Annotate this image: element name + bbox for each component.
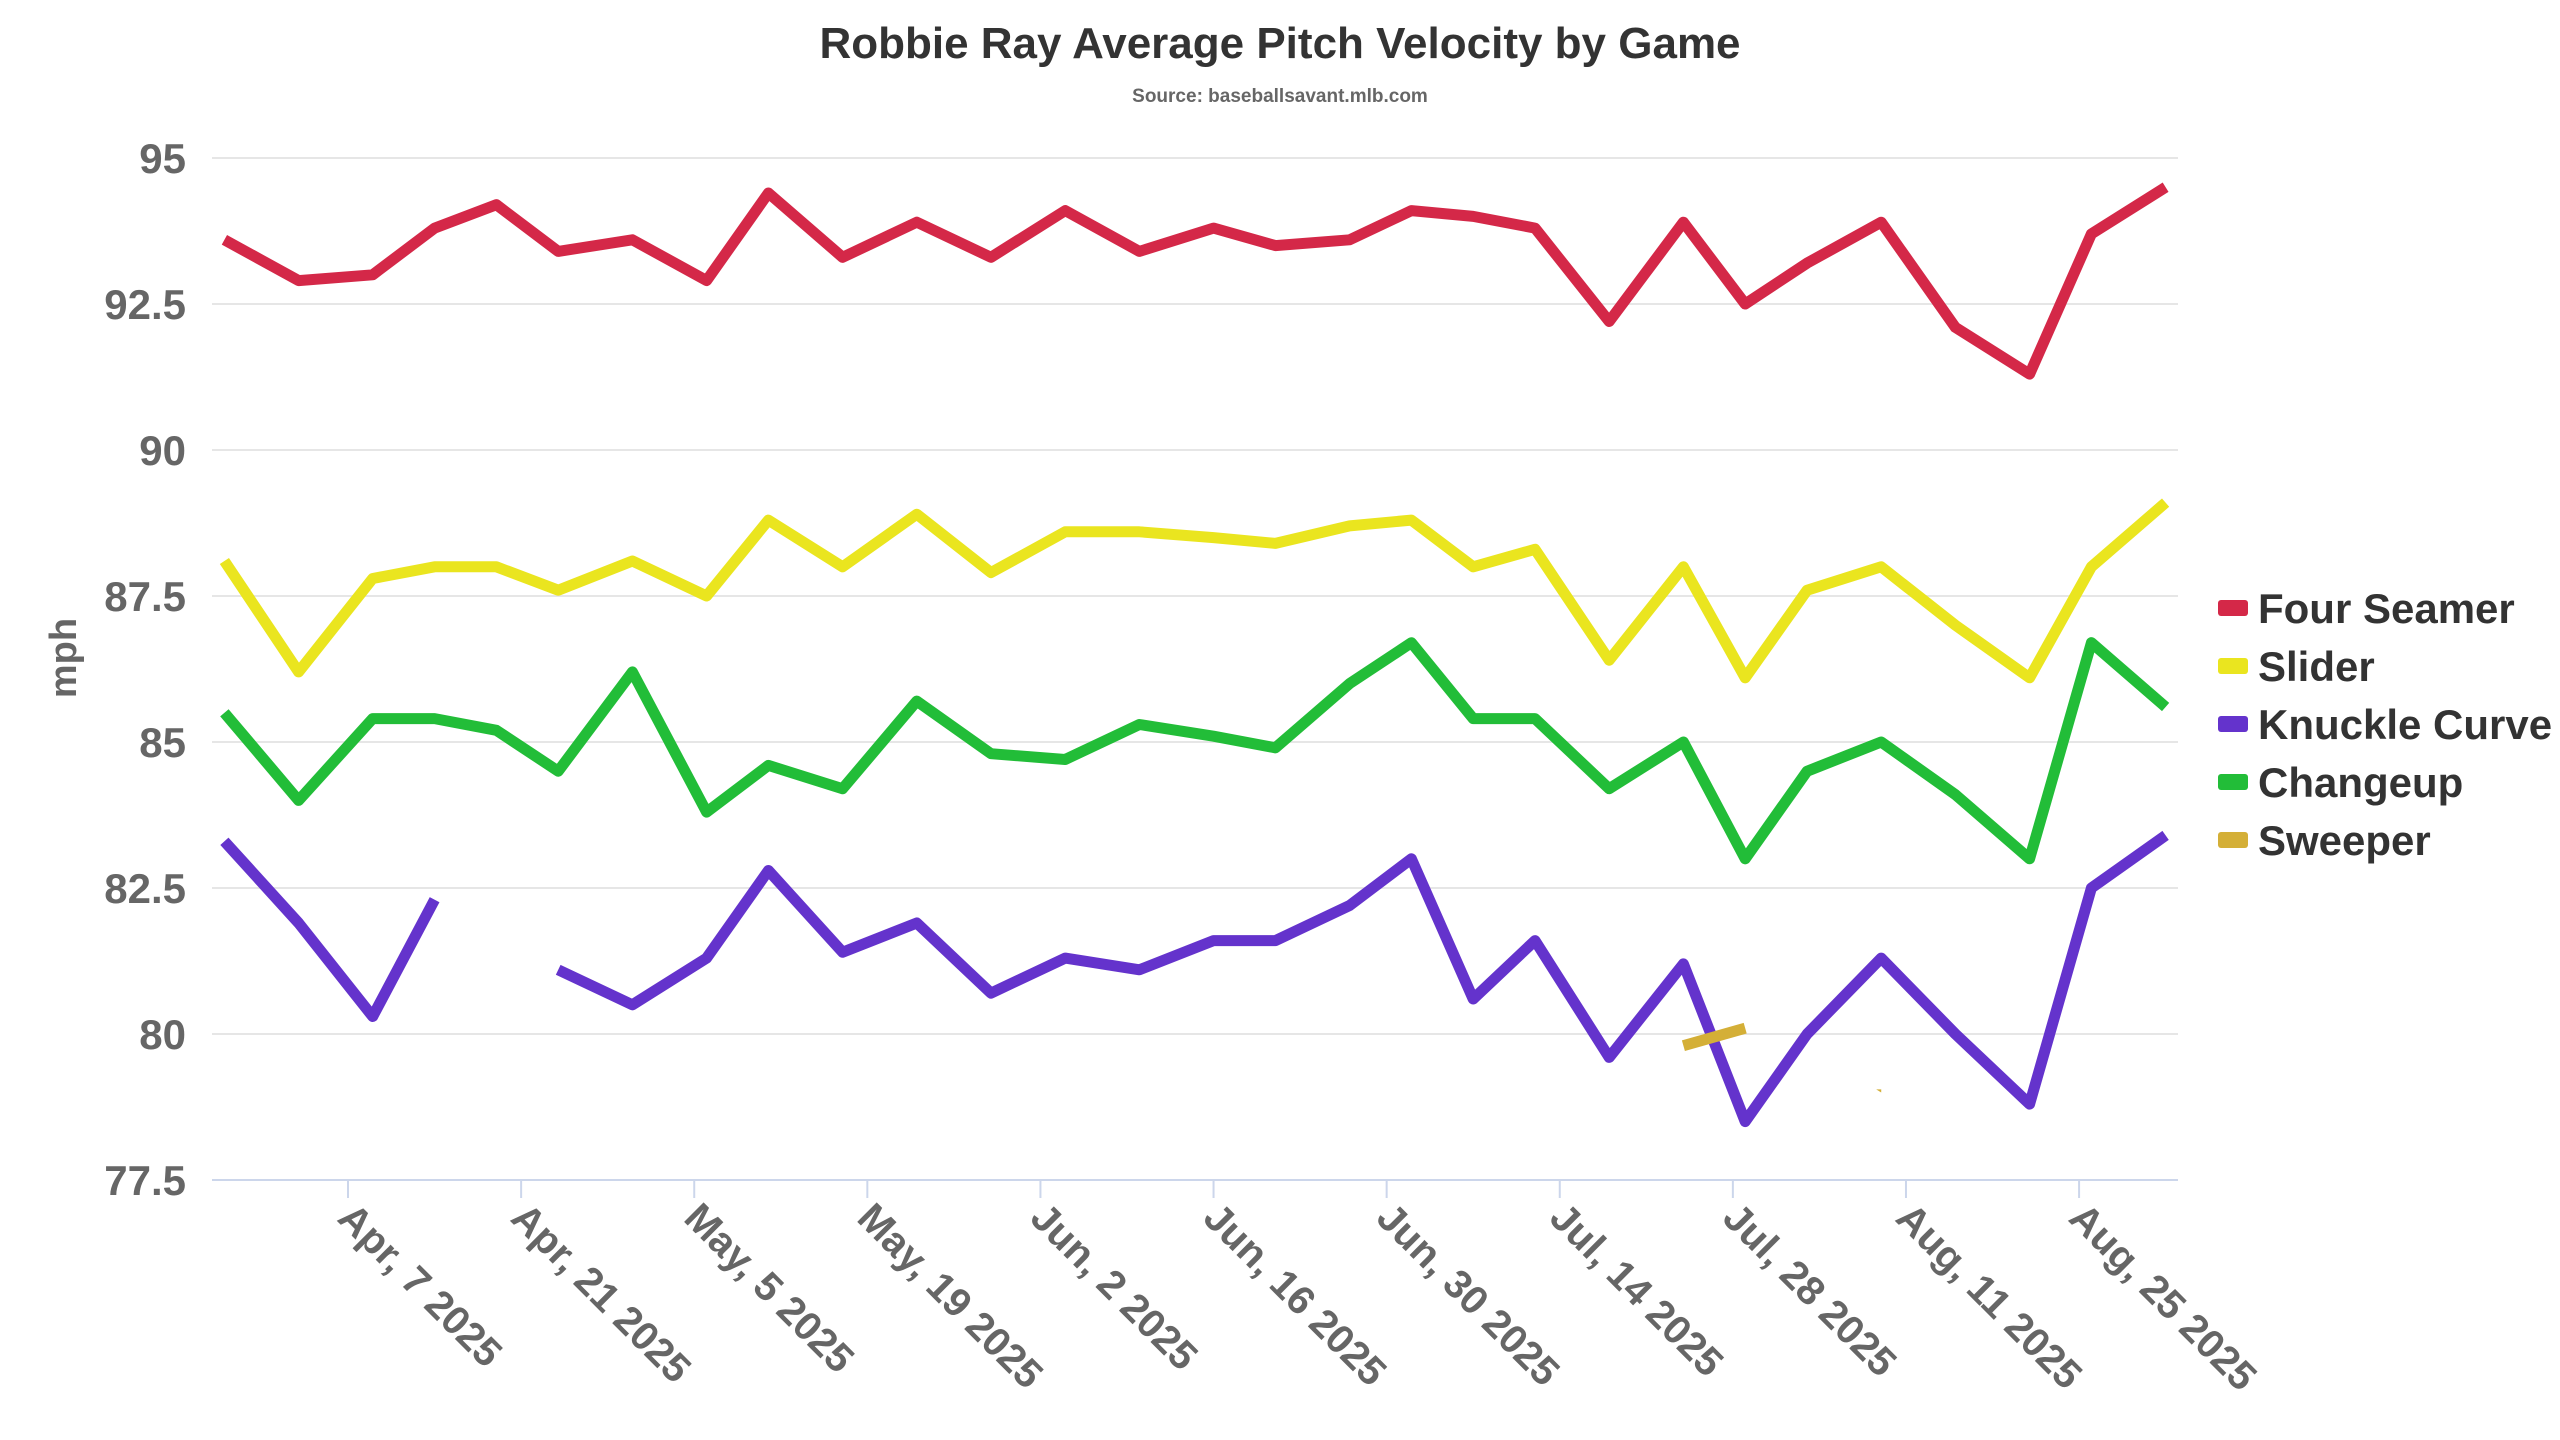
y-axis-ticks: 77.5 80 82.5 85 87.5 90 92.5 95 — [104, 135, 186, 1204]
y-tick-label: 77.5 — [104, 1157, 186, 1204]
x-tick-label: Jun, 2 2025 — [1022, 1195, 1206, 1379]
x-tick-label: May, 5 2025 — [676, 1195, 862, 1381]
y-axis-label: mph — [43, 618, 85, 698]
x-tick-label: Apr, 7 2025 — [330, 1195, 510, 1375]
legend[interactable]: Four Seamer Slider Knuckle Curve Changeup Sw… — [2218, 585, 2552, 864]
series-line-segment — [219, 498, 2170, 684]
legend-label: Four Seamer — [2258, 585, 2515, 632]
series-line-segment — [1681, 1022, 1747, 1051]
legend-swatch — [2218, 658, 2248, 674]
legend-label: Changeup — [2258, 759, 2463, 806]
series-lines — [219, 182, 2170, 1128]
series-point-marker — [1876, 1089, 1882, 1093]
gridlines — [212, 157, 2178, 1035]
y-tick-label: 82.5 — [104, 865, 186, 912]
x-tick-label: Aug, 11 2025 — [1888, 1195, 2090, 1397]
y-tick-label: 87.5 — [104, 573, 186, 620]
legend-label: Sweeper — [2258, 817, 2431, 864]
series-four-seamer — [221, 182, 2169, 380]
legend-item[interactable]: Sweeper — [2218, 817, 2431, 864]
chart-subtitle: Source: baseballsavant.mlb.com — [1132, 86, 1428, 107]
y-tick-label: 90 — [139, 427, 186, 474]
x-tick-label: May, 19 2025 — [849, 1195, 1051, 1397]
series-line-segment — [555, 830, 2169, 1128]
legend-item[interactable]: Four Seamer — [2218, 585, 2515, 632]
series-line-segment — [220, 837, 440, 1022]
x-tick-label: Jul, 14 2025 — [1541, 1195, 1731, 1385]
series-line-segment — [221, 182, 2169, 380]
x-tick-label: Jun, 16 2025 — [1195, 1195, 1394, 1394]
chart-title: Robbie Ray Average Pitch Velocity by Gam… — [819, 19, 1740, 68]
x-tick-label: Apr, 21 2025 — [503, 1195, 699, 1391]
legend-item[interactable]: Slider — [2218, 643, 2375, 690]
x-tick-label: Aug, 25 2025 — [2061, 1195, 2265, 1399]
y-tick-label: 95 — [139, 135, 186, 182]
legend-label: Slider — [2258, 643, 2375, 690]
legend-swatch — [2218, 600, 2248, 616]
legend-label: Knuckle Curve — [2258, 701, 2552, 748]
series-sweeper — [1681, 1022, 1882, 1093]
series-changeup — [220, 637, 2170, 865]
legend-item[interactable]: Changeup — [2218, 759, 2463, 806]
legend-swatch — [2218, 774, 2248, 790]
legend-swatch — [2218, 832, 2248, 848]
series-slider — [219, 498, 2170, 684]
series-knuckle-curve — [220, 830, 2169, 1128]
series-line-segment — [220, 637, 2170, 865]
legend-swatch — [2218, 716, 2248, 732]
y-tick-label: 85 — [139, 719, 186, 766]
legend-item[interactable]: Knuckle Curve — [2218, 701, 2552, 748]
y-tick-label: 80 — [139, 1011, 186, 1058]
y-tick-label: 92.5 — [104, 281, 186, 328]
x-tick-label: Jul, 28 2025 — [1715, 1195, 1905, 1385]
x-tick-label: Jun, 30 2025 — [1368, 1195, 1567, 1394]
